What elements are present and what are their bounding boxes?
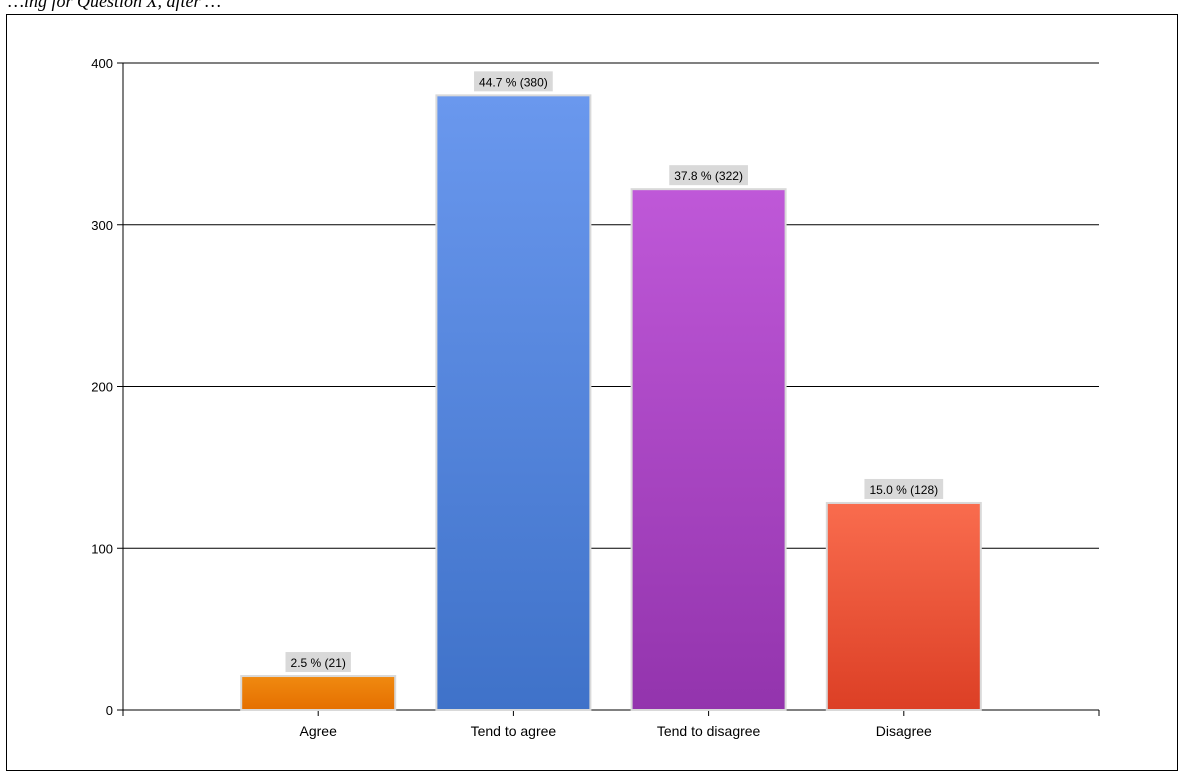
y-tick-label: 400: [91, 56, 113, 71]
x-tick-label: Disagree: [876, 723, 932, 739]
svg-text:2.5 % (21): 2.5 % (21): [291, 656, 346, 670]
y-tick-label: 100: [91, 541, 113, 556]
y-tick-label: 300: [91, 218, 113, 233]
x-tick-label: Agree: [300, 723, 338, 739]
gridlines: [123, 62, 1099, 549]
data-label: 44.7 % (380): [474, 71, 553, 92]
x-tick-label: Tend to agree: [471, 723, 557, 739]
bars: [240, 94, 982, 712]
x-tick-label: Tend to disagree: [657, 723, 761, 739]
svg-text:44.7 % (380): 44.7 % (380): [479, 75, 548, 89]
svg-text:37.8 % (322): 37.8 % (322): [674, 169, 743, 183]
y-tick-label: 200: [91, 380, 113, 395]
data-label: 37.8 % (322): [669, 165, 748, 186]
data-label: 15.0 % (128): [864, 478, 944, 499]
bar-tend-to-agree: [435, 94, 592, 712]
labels: Agree 2.5 % (21) Tend to agree 44.7 % (380)…: [285, 71, 944, 739]
svg-text:15.0 % (128): 15.0 % (128): [869, 483, 938, 497]
y-tick-label: 0: [106, 703, 113, 718]
chart-frame: [6, 14, 1178, 771]
bar-agree: [240, 675, 397, 711]
bar-tend-to-disagree: [630, 188, 787, 712]
data-label: 2.5 % (21): [285, 652, 351, 673]
figure-caption: …ing for Question X, after …: [8, 0, 222, 11]
bar-disagree: [825, 501, 982, 711]
